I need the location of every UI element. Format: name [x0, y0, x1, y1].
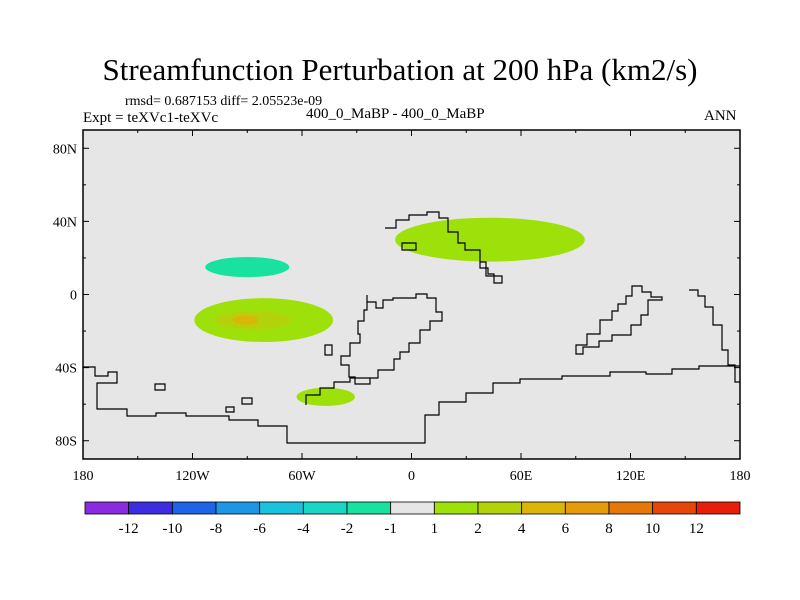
colorbar-label: -12: [119, 521, 139, 537]
anomaly-neg-6: [201, 356, 231, 372]
chart-title: Streamfunction Perturbation at 200 hPa (…: [102, 52, 698, 87]
x-tick-label: 60E: [510, 469, 533, 484]
y-tick-label: 80S: [55, 435, 77, 450]
anomaly-pos-9: [395, 217, 585, 262]
colorbar-label: -2: [341, 521, 354, 537]
anomaly-pos-5: [232, 315, 259, 325]
coastline-eurasia: [385, 211, 503, 284]
colorbar-swatch: [259, 501, 304, 515]
colorbar-label: 4: [518, 521, 526, 537]
coastline-antarctic-islands: [154, 383, 253, 413]
x-tick-label: 120W: [175, 469, 210, 484]
anomaly-fills: [150, 182, 717, 406]
colorbar-label: -1: [384, 521, 397, 537]
colorbar-label: 10: [645, 521, 660, 537]
colorbar-swatch: [390, 501, 435, 515]
colorbar-swatch: [171, 501, 217, 515]
map-background: [83, 130, 740, 459]
x-tick-label: 60W: [288, 469, 316, 484]
coastline-madagascar: [324, 344, 333, 356]
coastlines: [83, 211, 740, 444]
colorbar-swatch: [215, 501, 261, 515]
colorbar-swatch: [652, 501, 697, 515]
colorbar-swatch: [433, 501, 479, 515]
colorbar-label: -4: [297, 521, 310, 537]
colorbar-swatch: [608, 501, 654, 515]
colorbar-label: -6: [253, 521, 266, 537]
coastline-africa: [340, 293, 443, 385]
colorbar-swatch: [477, 501, 523, 515]
anomaly-neg-7: [365, 336, 396, 359]
season-label: ANN: [704, 108, 737, 124]
coastline-pacific-islands: [689, 289, 740, 383]
colorbar-label: -10: [162, 521, 182, 537]
anomaly-neg-0: [150, 182, 180, 192]
coastline-australia: [575, 285, 663, 355]
coastline-antarctic-peninsula: [305, 377, 370, 405]
anomaly-neg-2: [205, 257, 290, 278]
anomaly-neg-11: [694, 228, 717, 237]
x-tick-label: 180: [730, 469, 751, 484]
colorbar-label: 1: [431, 521, 439, 537]
coastline-gulf: [401, 242, 417, 251]
colorbar-swatch: [346, 501, 392, 515]
x-tick-label: 180: [73, 469, 94, 484]
colorbar-swatch: [564, 501, 610, 515]
x-tick-label: 0: [408, 469, 415, 484]
colorbar-swatch: [84, 501, 130, 515]
colorbar-label: -8: [210, 521, 223, 537]
experiment-label: Expt = teXVc1-teXVc: [83, 110, 219, 126]
anomaly-pos-8: [296, 387, 355, 406]
stats-line: rmsd= 0.687153 diff= 2.05523e-09: [125, 94, 323, 109]
x-tick-label: 120E: [616, 469, 646, 484]
colorbar-label: 6: [562, 521, 570, 537]
coastline-antarctica: [83, 365, 740, 444]
colorbar-swatch: [521, 501, 566, 515]
y-tick-label: 0: [70, 289, 77, 304]
colorbar-swatch: [302, 501, 348, 515]
colorbar-swatch: [128, 501, 173, 515]
case-label: 400_0_MaBP - 400_0_MaBP: [306, 106, 485, 122]
colorbar-label: 2: [474, 521, 482, 537]
y-tick-label: 40N: [53, 215, 77, 230]
y-tick-label: 80N: [53, 142, 77, 157]
colorbar-label: 12: [689, 521, 704, 537]
y-tick-label: 40S: [55, 362, 77, 377]
colorbar-label: 8: [605, 521, 613, 537]
colorbar-swatch: [695, 501, 741, 515]
